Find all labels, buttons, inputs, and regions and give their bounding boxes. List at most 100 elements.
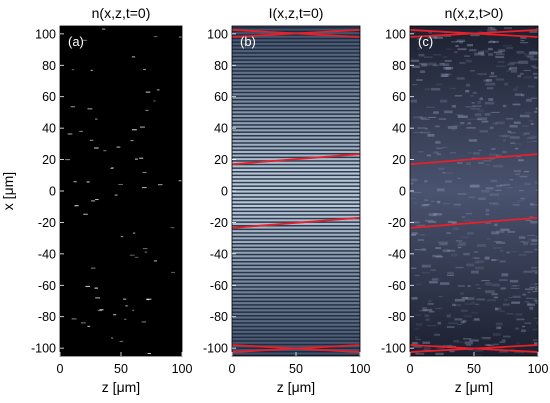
- density-dash: [143, 69, 146, 71]
- speckle: [459, 62, 466, 65]
- speckle: [421, 204, 429, 207]
- red-beam-line: [232, 153, 360, 166]
- speckle: [447, 126, 458, 129]
- density-dash: [131, 56, 136, 58]
- speckle: [513, 170, 521, 172]
- y-tick-label: -40: [38, 247, 56, 261]
- density-dash: [147, 352, 151, 354]
- fringe-stripe: [232, 27, 360, 29]
- density-dash: [79, 130, 83, 132]
- speckle: [485, 282, 491, 284]
- density-dash: [103, 150, 107, 152]
- speckle: [427, 303, 434, 305]
- speckle: [529, 135, 538, 138]
- speckle: [512, 204, 520, 206]
- fringe-stripe: [232, 63, 360, 65]
- fringe-stripe: [232, 214, 360, 216]
- speckle: [508, 68, 512, 71]
- speckle: [477, 161, 484, 164]
- speckle: [473, 152, 480, 155]
- panel-2-image: [232, 26, 360, 356]
- speckle: [428, 116, 436, 118]
- y-tick-label: 40: [42, 122, 56, 136]
- speckle: [534, 341, 538, 345]
- panel-1-image: [60, 26, 182, 356]
- speckle: [432, 64, 439, 67]
- speckle: [496, 185, 502, 187]
- density-dash: [153, 100, 156, 102]
- speckle: [519, 175, 528, 178]
- fringe-stripe: [232, 55, 360, 58]
- density-dash: [111, 337, 114, 339]
- speckle: [480, 53, 486, 56]
- y-tick-label: 20: [42, 153, 56, 167]
- speckle: [410, 99, 417, 103]
- speckle: [461, 216, 466, 218]
- density-dash: [85, 285, 91, 287]
- speckle: [488, 53, 494, 56]
- fringe-stripe: [232, 203, 360, 205]
- density-dash: [132, 129, 137, 131]
- speckle: [438, 295, 443, 298]
- fringe-stripe: [232, 131, 360, 133]
- speckle: [529, 286, 535, 289]
- speckle: [425, 318, 430, 321]
- speckle: [428, 281, 438, 284]
- speckle: [495, 121, 505, 125]
- speckle: [421, 63, 428, 67]
- density-dash: [99, 309, 104, 311]
- fringe-stripe: [232, 174, 360, 177]
- speckle: [477, 117, 487, 121]
- speckle: [474, 52, 484, 56]
- density-dash: [71, 69, 75, 71]
- speckle: [464, 341, 473, 345]
- speckle: [463, 252, 470, 256]
- red-beam-line: [410, 153, 538, 166]
- speckle: [529, 30, 538, 33]
- speckle: [525, 288, 533, 291]
- speckle: [535, 52, 538, 54]
- density-dash: [114, 194, 118, 196]
- fringe-stripe: [232, 336, 360, 339]
- speckle: [493, 40, 499, 43]
- speckle: [503, 335, 511, 338]
- fringe-stripe: [232, 196, 360, 198]
- fringe-stripe: [232, 250, 360, 252]
- speckle: [485, 187, 494, 190]
- speckle: [451, 41, 459, 43]
- speckle: [507, 63, 515, 66]
- density-dash: [145, 109, 149, 111]
- speckle: [515, 86, 519, 89]
- speckle: [415, 323, 423, 326]
- fringe-stripe: [232, 207, 360, 209]
- fringe-stripe: [232, 322, 360, 324]
- y-tick-label: 40: [214, 122, 228, 136]
- y-tick-label: -80: [38, 310, 56, 324]
- speckle: [521, 241, 530, 243]
- speckle: [486, 299, 496, 302]
- fringe-stripe: [232, 41, 360, 43]
- speckle: [510, 287, 520, 289]
- speckle: [511, 202, 520, 204]
- density-dash: [87, 108, 93, 110]
- speckle: [532, 291, 538, 293]
- density-dash: [74, 205, 79, 207]
- speckle: [473, 350, 484, 352]
- fringe-stripe: [232, 343, 360, 346]
- fringe-stripe: [232, 73, 360, 76]
- density-dash: [111, 167, 114, 169]
- speckle: [502, 139, 506, 143]
- speckle: [496, 230, 505, 233]
- speckle: [424, 199, 429, 202]
- speckle: [499, 260, 506, 263]
- speckle: [479, 130, 489, 133]
- speckle: [441, 74, 448, 77]
- fringe-stripe: [232, 106, 360, 108]
- fringe-stripe: [232, 257, 360, 259]
- speckle: [530, 58, 538, 61]
- speckle: [491, 231, 499, 235]
- speckle: [416, 79, 423, 81]
- speckle: [433, 151, 439, 154]
- speckle: [530, 204, 538, 206]
- density-dash: [95, 199, 99, 201]
